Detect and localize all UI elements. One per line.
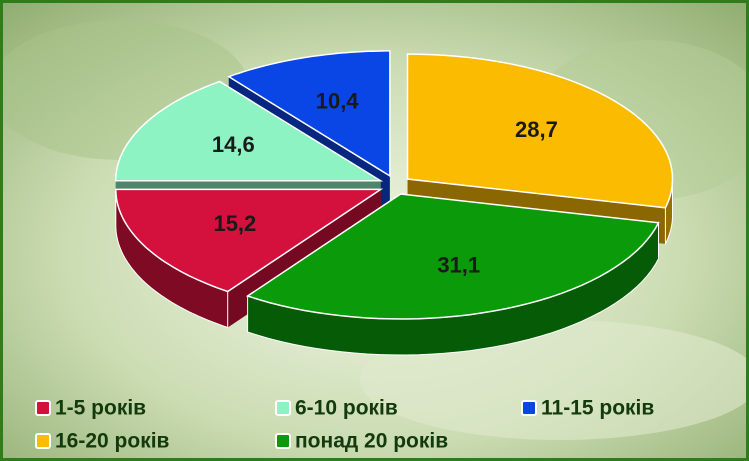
legend-label: понад 20 років	[295, 430, 448, 453]
legend-label: 6-10 років	[295, 397, 398, 420]
legend-label: 16-20 років	[55, 430, 170, 453]
legend-label: 1-5 років	[55, 397, 146, 420]
data-label: 15,2	[213, 211, 256, 236]
legend-label: 11-15 років	[541, 397, 654, 420]
legend-swatch	[36, 434, 50, 448]
data-label: 28,7	[515, 117, 558, 142]
legend-swatch	[522, 401, 536, 415]
legend-swatch	[276, 401, 290, 415]
data-label: 14,6	[212, 132, 255, 157]
data-label: 10,4	[316, 88, 360, 113]
legend-swatch	[276, 434, 290, 448]
data-label: 31,1	[437, 252, 480, 277]
chart: 15,2 14,6 10,4 28,7 31,1 1-5 років 6-10 років…	[0, 0, 749, 461]
screen: 15,2 14,6 10,4 28,7 31,1 1-5 років 6-10 років…	[0, 0, 749, 461]
legend-swatch	[36, 401, 50, 415]
